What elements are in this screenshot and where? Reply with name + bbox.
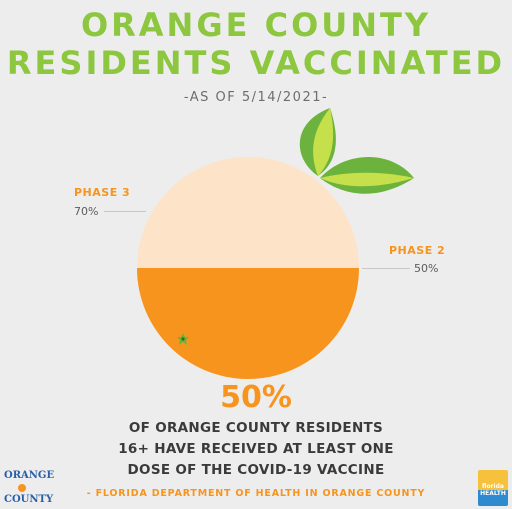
phase3-label: PHASE 3 [74,186,131,199]
description: OF ORANGE COUNTY RESIDENTS 16+ HAVE RECE… [0,418,512,481]
orange-county-logo: ORANGE COUNTY [4,470,55,505]
source-credit: - FLORIDA DEPARTMENT OF HEALTH IN ORANGE… [86,488,426,499]
description-line: DOSE OF THE COVID-19 VACCINE [127,462,385,478]
as-of-date: -AS OF 5/14/2021- [183,90,329,105]
vaccinated-percent: 50% [220,380,292,415]
phase2-value: 50% [414,262,439,275]
title-line-1: ORANGE COUNTY [80,6,432,44]
leaf-icon [320,157,414,194]
orange-filled-part [137,268,359,379]
leaf-icon [299,108,336,176]
description-line: 16+ HAVE RECEIVED AT LEAST ONE [118,441,394,457]
phase3-leader-line [104,211,146,212]
orange-stem-icon [177,333,189,345]
title-line-2: RESIDENTS VACCINATED [6,44,506,82]
florida-health-logo: florida HEALTH [478,470,508,506]
phase2-label: PHASE 2 [389,244,446,257]
phase3-value: 70% [74,205,99,218]
phase2-leader-line [362,268,410,269]
description-line: OF ORANGE COUNTY RESIDENTS [128,420,384,436]
